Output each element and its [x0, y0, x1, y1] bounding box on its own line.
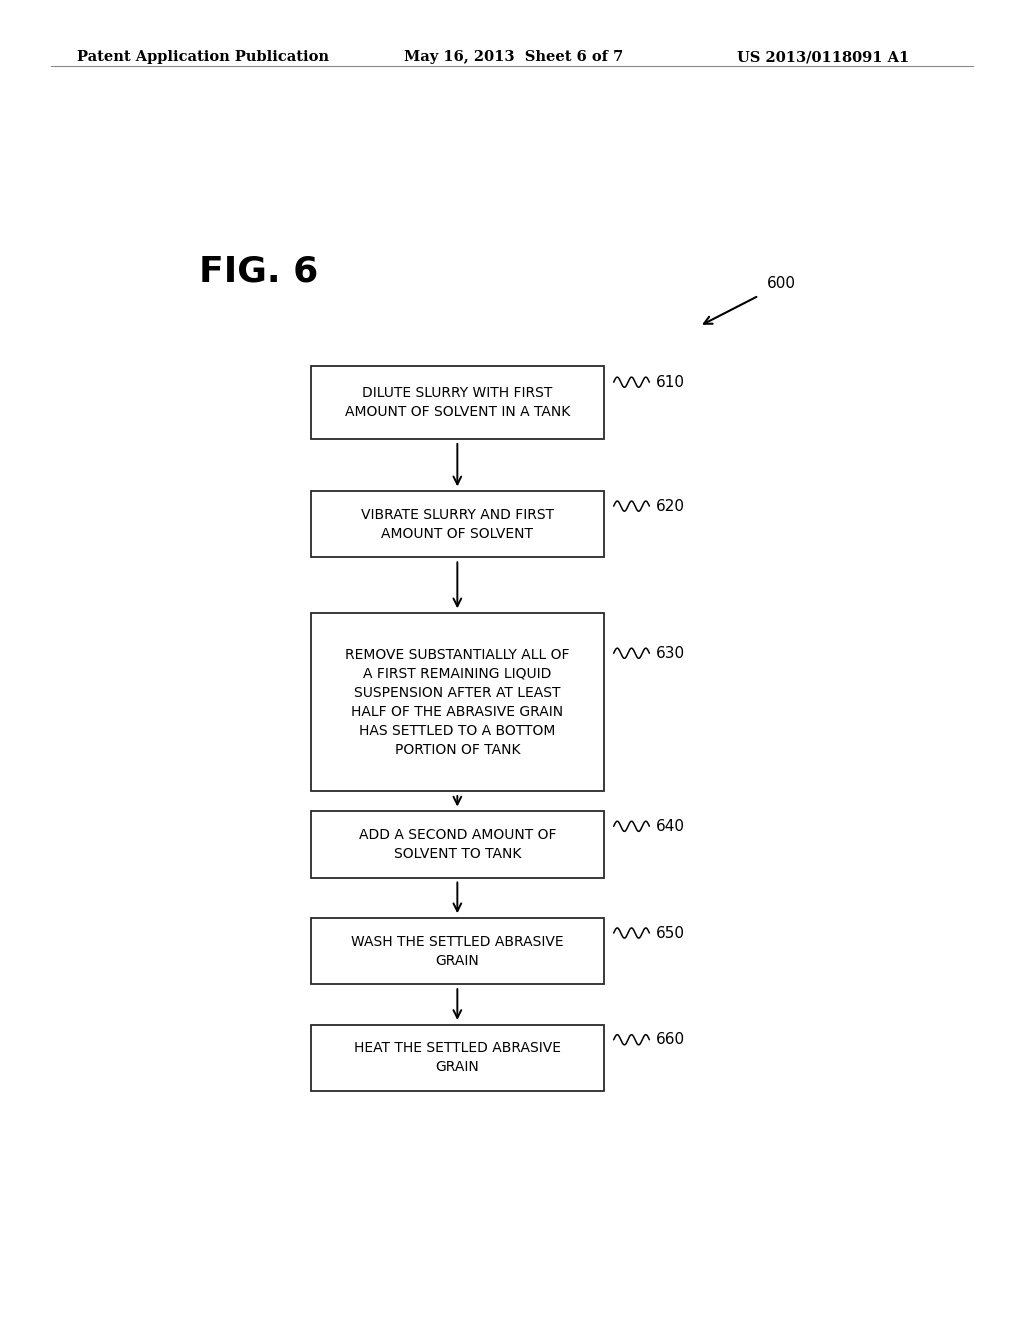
Text: 660: 660	[655, 1032, 685, 1047]
Text: US 2013/0118091 A1: US 2013/0118091 A1	[737, 50, 909, 65]
Text: 610: 610	[655, 375, 685, 389]
Text: DILUTE SLURRY WITH FIRST
AMOUNT OF SOLVENT IN A TANK: DILUTE SLURRY WITH FIRST AMOUNT OF SOLVE…	[345, 385, 570, 418]
Text: 640: 640	[655, 818, 685, 834]
Text: May 16, 2013  Sheet 6 of 7: May 16, 2013 Sheet 6 of 7	[404, 50, 624, 65]
Text: REMOVE SUBSTANTIALLY ALL OF
A FIRST REMAINING LIQUID
SUSPENSION AFTER AT LEAST
H: REMOVE SUBSTANTIALLY ALL OF A FIRST REMA…	[345, 648, 569, 756]
Text: HEAT THE SETTLED ABRASIVE
GRAIN: HEAT THE SETTLED ABRASIVE GRAIN	[354, 1041, 561, 1074]
Text: VIBRATE SLURRY AND FIRST
AMOUNT OF SOLVENT: VIBRATE SLURRY AND FIRST AMOUNT OF SOLVE…	[360, 508, 554, 541]
FancyBboxPatch shape	[310, 1024, 604, 1090]
FancyBboxPatch shape	[310, 919, 604, 985]
FancyBboxPatch shape	[310, 614, 604, 791]
Text: WASH THE SETTLED ABRASIVE
GRAIN: WASH THE SETTLED ABRASIVE GRAIN	[351, 935, 563, 968]
FancyBboxPatch shape	[310, 812, 604, 878]
Text: 620: 620	[655, 499, 685, 513]
FancyBboxPatch shape	[310, 491, 604, 557]
Text: 630: 630	[655, 645, 685, 661]
FancyBboxPatch shape	[310, 366, 604, 440]
Text: ADD A SECOND AMOUNT OF
SOLVENT TO TANK: ADD A SECOND AMOUNT OF SOLVENT TO TANK	[358, 828, 556, 861]
Text: 600: 600	[767, 276, 796, 290]
Text: Patent Application Publication: Patent Application Publication	[77, 50, 329, 65]
Text: 650: 650	[655, 925, 685, 941]
Text: FIG. 6: FIG. 6	[200, 255, 318, 289]
